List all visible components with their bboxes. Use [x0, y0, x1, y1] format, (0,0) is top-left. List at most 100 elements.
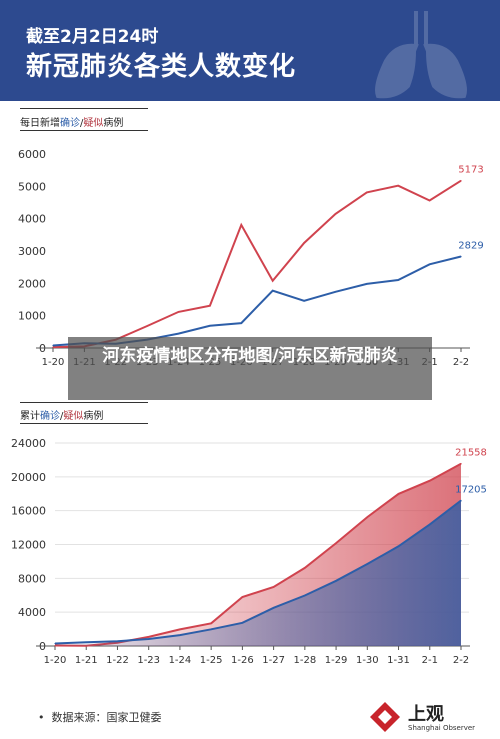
- data-point: [240, 224, 242, 226]
- header-subtitle: 截至2月2日24时: [26, 27, 159, 47]
- x-tick-label: 1-26: [231, 655, 254, 666]
- data-point: [52, 344, 54, 347]
- y-tick-label: 1000: [18, 310, 46, 323]
- data-point: [366, 283, 368, 285]
- data-point: [54, 642, 56, 645]
- end-value-label: 21558: [455, 448, 487, 459]
- area-confirmed: [55, 500, 461, 646]
- panel2-label: 累计确诊/疑似病例: [20, 411, 104, 422]
- header-banner: 截至2月2日24时 新冠肺炎各类人数变化: [0, 0, 500, 101]
- data-point: [304, 567, 306, 569]
- brand-name-en: Shanghai Observer: [408, 724, 476, 732]
- data-point: [241, 596, 243, 598]
- data-point: [334, 213, 337, 215]
- data-point: [429, 480, 431, 482]
- data-point: [429, 523, 431, 525]
- end-value-label: 17205: [455, 484, 487, 495]
- data-point: [209, 305, 211, 307]
- data-point: [397, 493, 400, 495]
- data-point: [272, 290, 274, 292]
- panel2-rule: [20, 402, 148, 403]
- data-point: [335, 580, 337, 582]
- overlay-caption: 河东疫情地区分布地图/河东区新冠肺炎: [68, 337, 432, 400]
- end-value-label: 5173: [458, 165, 483, 176]
- series-line-suspected: [52, 179, 462, 349]
- brand-emblem-icon: [370, 702, 400, 732]
- x-tick-label: 1-27: [262, 655, 285, 666]
- panel2-rule-bottom: [20, 423, 148, 424]
- series-line-confirmed: [54, 499, 462, 645]
- y-tick-label: 6000: [18, 148, 46, 161]
- data-point: [85, 641, 87, 643]
- x-tick-label: 1-23: [137, 655, 160, 666]
- brand-name: 上观: [408, 704, 444, 725]
- data-point: [241, 622, 243, 624]
- data-source: • 数据来源：国家卫健委: [38, 711, 162, 724]
- data-point: [177, 333, 180, 335]
- lungs-icon: [375, 11, 467, 99]
- data-point: [397, 279, 399, 281]
- x-tick-label: 2-2: [453, 357, 469, 368]
- y-tick-label: 8000: [18, 572, 46, 585]
- data-point: [179, 628, 181, 630]
- data-point: [460, 255, 462, 258]
- data-point: [429, 263, 431, 265]
- x-tick-label: 2-1: [422, 655, 438, 666]
- panel1-label: 每日新增确诊/疑似病例: [20, 118, 124, 129]
- data-point: [273, 607, 275, 609]
- data-point: [303, 300, 305, 302]
- x-tick-label: 1-30: [356, 655, 379, 666]
- x-tick-label: 1-22: [106, 655, 129, 666]
- y-tick-label: 2000: [18, 277, 46, 290]
- data-point: [210, 628, 212, 630]
- data-point: [209, 325, 211, 327]
- y-tick-label: 16000: [11, 505, 46, 518]
- x-tick-label: 1-25: [200, 655, 223, 666]
- x-tick-label: 1-28: [293, 655, 316, 666]
- data-point: [146, 325, 148, 327]
- daily-new-chart: 01000200030004000500060001-201-211-221-2…: [18, 148, 484, 368]
- data-point: [429, 199, 431, 202]
- cumulative-chart: 040008000120001600020000240001-201-211-2…: [11, 437, 487, 666]
- y-tick-label: 4000: [18, 213, 46, 226]
- data-point: [273, 586, 275, 588]
- series-line-confirmed: [52, 255, 462, 347]
- data-point: [303, 242, 305, 244]
- y-tick-label: 24000: [11, 437, 46, 450]
- y-tick-label: 4000: [18, 606, 46, 619]
- data-point: [366, 516, 368, 518]
- x-tick-label: 1-21: [75, 655, 98, 666]
- brand-logo: 上观 Shanghai Observer: [368, 700, 475, 738]
- x-tick-label: 2-2: [453, 655, 469, 666]
- data-point: [240, 322, 242, 324]
- data-point: [272, 280, 274, 282]
- data-point: [116, 640, 119, 642]
- data-point: [179, 634, 181, 636]
- y-tick-label: 20000: [11, 471, 46, 484]
- y-tick-label: 5000: [18, 180, 46, 193]
- footer: • 数据来源：国家卫健委 上观 Shanghai Observer: [0, 692, 500, 739]
- x-tick-label: 1-24: [169, 655, 192, 666]
- x-tick-label: 1-20: [44, 655, 67, 666]
- x-tick-label: 1-31: [387, 655, 410, 666]
- y-tick-label: 12000: [11, 539, 46, 552]
- data-point: [397, 545, 400, 547]
- data-point: [304, 594, 306, 597]
- data-point: [460, 180, 462, 182]
- data-point: [334, 291, 337, 293]
- data-point: [397, 185, 399, 187]
- y-tick-label: 3000: [18, 245, 46, 258]
- end-value-label: 2829: [458, 241, 483, 252]
- header-title: 新冠肺炎各类人数变化: [26, 52, 297, 82]
- data-point: [335, 542, 337, 544]
- x-tick-label: 1-29: [325, 655, 348, 666]
- x-tick-label: 1-20: [42, 357, 65, 368]
- data-point: [460, 463, 462, 465]
- data-point: [177, 311, 180, 313]
- data-point: [148, 636, 150, 638]
- data-point: [210, 622, 212, 624]
- data-point: [460, 499, 462, 502]
- panel1-rule-bottom: [20, 130, 148, 131]
- data-point: [366, 563, 368, 565]
- data-point: [366, 191, 368, 194]
